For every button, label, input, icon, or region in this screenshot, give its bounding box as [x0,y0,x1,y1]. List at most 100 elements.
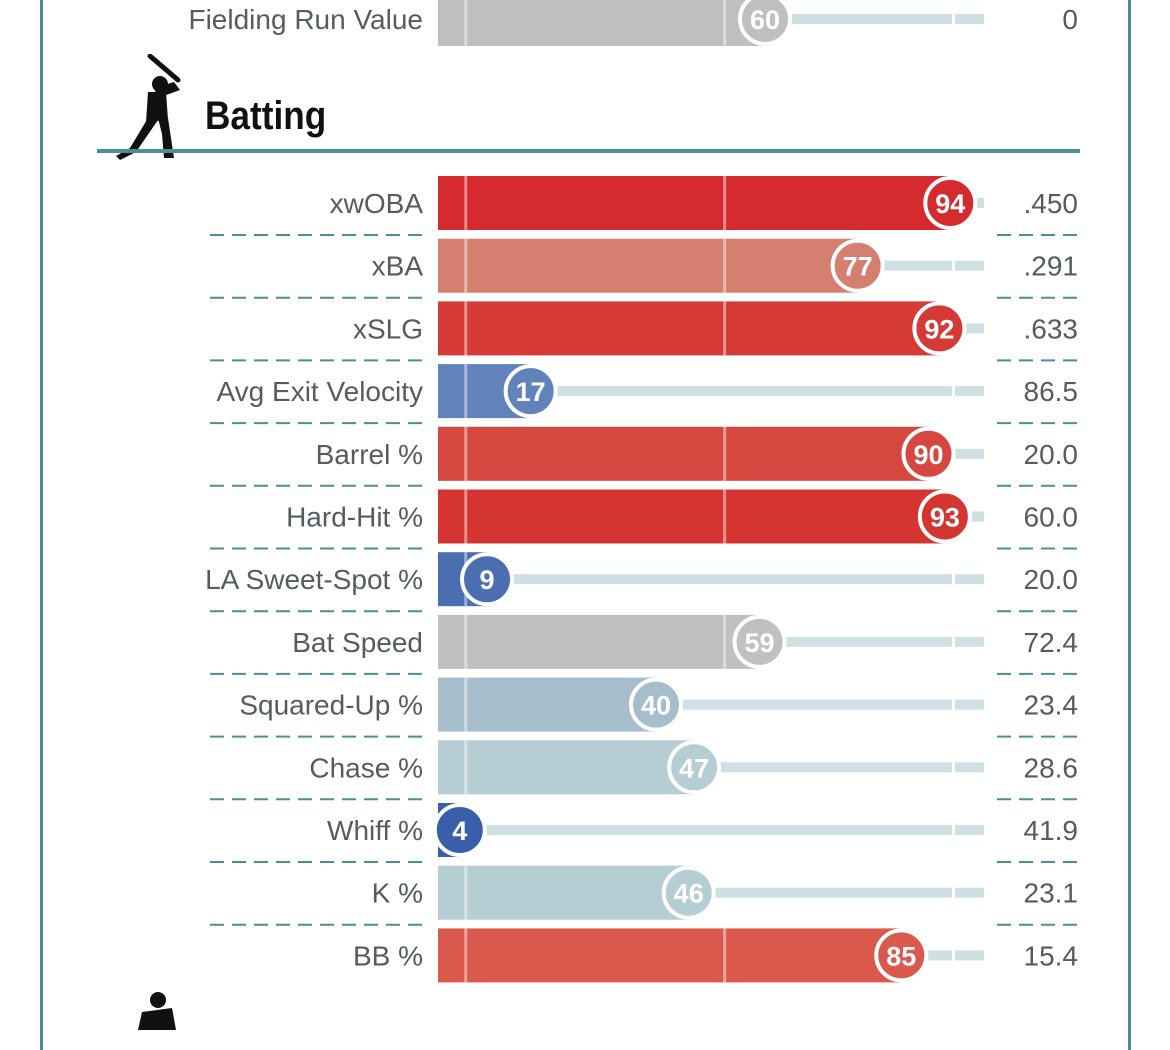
percentile-bar [438,238,858,293]
stat-value: 72.4 [1024,627,1079,658]
guide-line [723,928,727,983]
percentile-track [694,762,984,773]
guide-line [723,176,727,230]
metric-label: LA Sweet-Spot % [205,564,423,595]
guide-line [723,489,727,544]
guide-line [464,238,468,293]
percentile-bar [438,740,695,795]
metric-label: Hard-Hit % [286,502,423,533]
track-tick [952,14,955,24]
percentile-track [459,825,984,835]
percentile-value: 85 [886,941,916,971]
percentile-track [857,260,984,271]
guide-line [464,0,468,46]
percentile-bubble [912,301,967,356]
guide-line [464,614,468,669]
track-tick [952,950,955,961]
percentile-value: 9 [480,565,495,595]
percentile-bubble [917,489,972,544]
card-frame [40,0,1131,1050]
percentile-value: 94 [935,189,965,219]
percentile-track [759,636,984,647]
percentile-value: 46 [674,879,704,909]
metric-label: K % [372,878,423,909]
track-tick [952,574,955,585]
guide-line [464,740,468,795]
guide-line [464,426,468,481]
guide-line [464,489,468,544]
guide-line [464,301,468,356]
metric-label: Squared-Up % [239,690,423,721]
percentile-track [530,386,984,397]
percentile-bubble [460,552,515,607]
metric-label: Bat Speed [292,627,423,658]
stat-value: 23.4 [1024,690,1079,721]
percentile-track [656,699,984,710]
guide-line [723,614,727,669]
metric-label: Whiff % [327,815,423,846]
track-tick [952,636,955,647]
batter-silhouette-icon [108,53,188,169]
percentile-bar [438,0,765,46]
percentile-bubble [503,364,558,419]
section-title: Batting [205,94,327,138]
percentile-bubble [901,426,956,481]
guide-line [464,364,468,419]
stat-value: 20.0 [1024,564,1079,595]
percentile-value: 77 [843,252,873,282]
track-tick [952,260,955,271]
percentile-bar [438,865,689,920]
stat-value: 86.5 [1024,376,1079,407]
metric-label: xSLG [353,313,423,344]
percentile-bubble [667,740,722,795]
guide-line [723,0,727,46]
percentile-bubble [738,0,792,46]
stat-value: .291 [1024,251,1079,282]
percentile-bar [438,677,656,732]
stat-value: 23.1 [1024,878,1079,909]
percentile-bar [438,176,951,230]
percentile-value: 4 [452,816,467,846]
track-tick [952,825,955,835]
guide-line [723,426,727,481]
stat-value: .450 [1024,188,1079,219]
stat-value: 60.0 [1024,502,1079,533]
percentile-track [765,14,984,24]
percentile-value: 60 [750,5,780,35]
guide-line [723,238,727,293]
percentile-bar [438,426,929,481]
percentile-bar [438,489,945,544]
percentile-track [901,950,984,961]
percentile-value: 93 [930,503,960,533]
percentile-bubble [732,614,787,669]
percentile-value: 40 [641,691,671,721]
track-tick [952,887,955,898]
metric-label: xwOBA [330,188,424,219]
guide-line [464,865,468,920]
track-tick [952,386,955,397]
guide-line [464,176,468,230]
stat-value: 15.4 [1024,940,1079,971]
guide-line [723,301,727,356]
percentile-track [928,448,984,459]
guide-line [464,677,468,732]
stat-value: 20.0 [1024,439,1079,470]
percentile-value: 90 [913,440,943,470]
stat-value: 0 [1062,4,1078,35]
stat-value: 41.9 [1024,815,1079,846]
percentile-bubble [923,176,978,230]
percentile-bubble [432,803,487,857]
percentile-value: 47 [679,753,709,783]
percentile-value: 59 [745,628,775,658]
metric-label: Chase % [309,752,423,783]
pitcher-silhouette-icon [128,990,178,1035]
metric-label: Fielding Run Value [188,4,423,35]
percentile-value: 92 [924,314,954,344]
section-divider [97,149,1080,153]
metric-label: Avg Exit Velocity [217,376,423,407]
percentile-bar [438,614,760,669]
percentile-bubble [661,865,716,920]
percentile-bubble [874,928,929,983]
track-tick [952,762,955,773]
